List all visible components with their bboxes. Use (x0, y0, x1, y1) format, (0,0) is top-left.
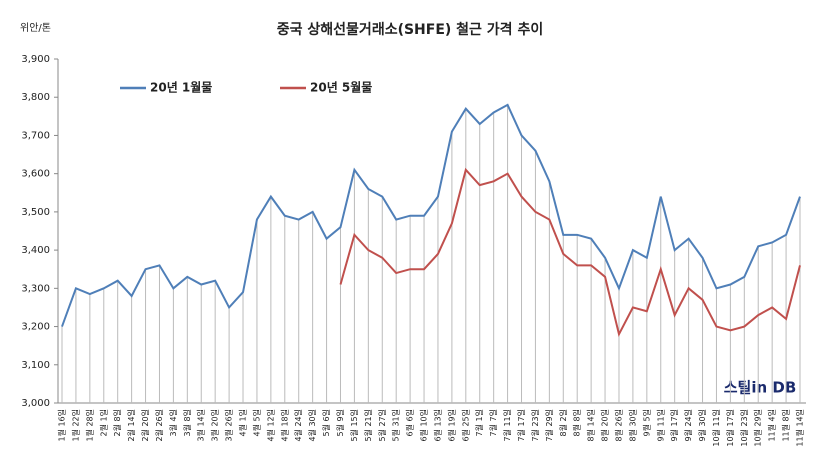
x-tick-label: 6월 25일 (460, 409, 470, 442)
x-tick-label: 4월 18일 (279, 409, 289, 442)
x-tick-label: 7월 17일 (516, 409, 526, 442)
x-tick-label: 7월 1일 (474, 409, 484, 436)
x-tick-label: 10월 29일 (753, 409, 763, 447)
x-tick-label: 6월 19일 (446, 409, 456, 442)
x-tick-label: 3월 14일 (196, 409, 206, 442)
logo: 스틸in DB (724, 379, 797, 397)
x-tick-label: 9월 5일 (641, 409, 651, 436)
x-tick-label: 11월 14일 (795, 409, 805, 447)
y-tick-label: 3,600 (21, 169, 50, 180)
x-tick-label: 10월 23일 (739, 409, 749, 447)
x-tick-label: 7월 23일 (530, 409, 540, 442)
x-tick-label: 3월 20일 (210, 409, 220, 442)
x-tick-label: 4월 1일 (238, 409, 248, 436)
x-tick-label: 1월 22일 (70, 409, 80, 442)
x-tick-label: 1월 28일 (84, 409, 94, 442)
x-tick-label: 4월 12일 (265, 409, 275, 442)
x-tick-label: 2월 26일 (154, 409, 164, 442)
x-tick-label: 5월 6일 (321, 409, 331, 436)
series-line (339, 167, 801, 338)
x-tick-label: 8월 2일 (558, 409, 568, 436)
x-tick-label: 7월 11일 (502, 409, 512, 442)
x-tick-label: 10월 17일 (725, 409, 735, 447)
x-tick-label: 5월 27일 (377, 409, 387, 442)
y-axis-label: 위안/톤 (20, 21, 51, 34)
x-tick-label: 4월 30일 (307, 409, 317, 442)
x-tick-label: 3월 26일 (224, 409, 234, 442)
y-tick-label: 3,200 (21, 322, 50, 333)
x-tick-label: 5월 21일 (363, 409, 373, 442)
x-tick-label: 1월 16일 (57, 409, 67, 442)
x-tick-label: 6월 13일 (432, 409, 442, 442)
chart-title: 중국 상해선물거래소(SHFE) 철근 가격 추이 (277, 21, 543, 38)
legend-label: 20년 5월물 (310, 80, 372, 95)
x-tick-label: 9월 30일 (697, 409, 707, 442)
x-tick-label: 11월 8일 (781, 409, 791, 442)
x-tick-label: 3월 4일 (168, 409, 178, 436)
x-tick-label: 9월 17일 (669, 409, 679, 442)
y-tick-label: 3,300 (21, 283, 50, 294)
x-tick-label: 3월 8일 (182, 409, 192, 436)
y-tick-label: 3,800 (21, 92, 50, 103)
y-tick-label: 3,000 (21, 398, 50, 409)
x-tick-label: 8월 14일 (586, 409, 596, 442)
series-line (61, 103, 801, 327)
x-tick-label: 5월 9일 (335, 409, 345, 436)
y-tick-label: 3,900 (21, 54, 50, 65)
x-tick-label: 2월 8일 (112, 409, 122, 436)
legend-label: 20년 1월물 (150, 80, 212, 95)
x-tick-label: 8월 8일 (572, 409, 582, 436)
x-tick-label: 8월 30일 (627, 409, 637, 442)
x-tick-label: 5월 15일 (349, 409, 359, 442)
y-tick-label: 3,700 (21, 130, 50, 141)
x-tick-label: 9월 11일 (655, 409, 665, 442)
x-tick-label: 9월 24일 (683, 409, 693, 442)
x-tick-label: 2월 1일 (98, 409, 108, 436)
y-tick-label: 3,400 (21, 245, 50, 256)
x-tick-label: 11월 4일 (767, 409, 777, 442)
x-tick-label: 4월 5일 (251, 409, 261, 436)
x-tick-label: 6월 6일 (405, 409, 415, 436)
x-tick-label: 5월 31일 (391, 409, 401, 442)
x-tick-label: 6월 10일 (419, 409, 429, 442)
x-tick-label: 7월 7일 (488, 409, 498, 436)
x-tick-label: 8월 26일 (613, 409, 623, 442)
x-tick-label: 7월 29일 (544, 409, 554, 442)
x-tick-label: 10월 11일 (711, 409, 721, 447)
y-tick-label: 3,100 (21, 360, 50, 371)
x-tick-label: 8월 20일 (600, 409, 610, 442)
y-tick-label: 3,500 (21, 207, 50, 218)
x-tick-label: 4월 24일 (293, 409, 303, 442)
x-tick-label: 2월 14일 (126, 409, 136, 442)
x-tick-label: 2월 20일 (140, 409, 150, 442)
